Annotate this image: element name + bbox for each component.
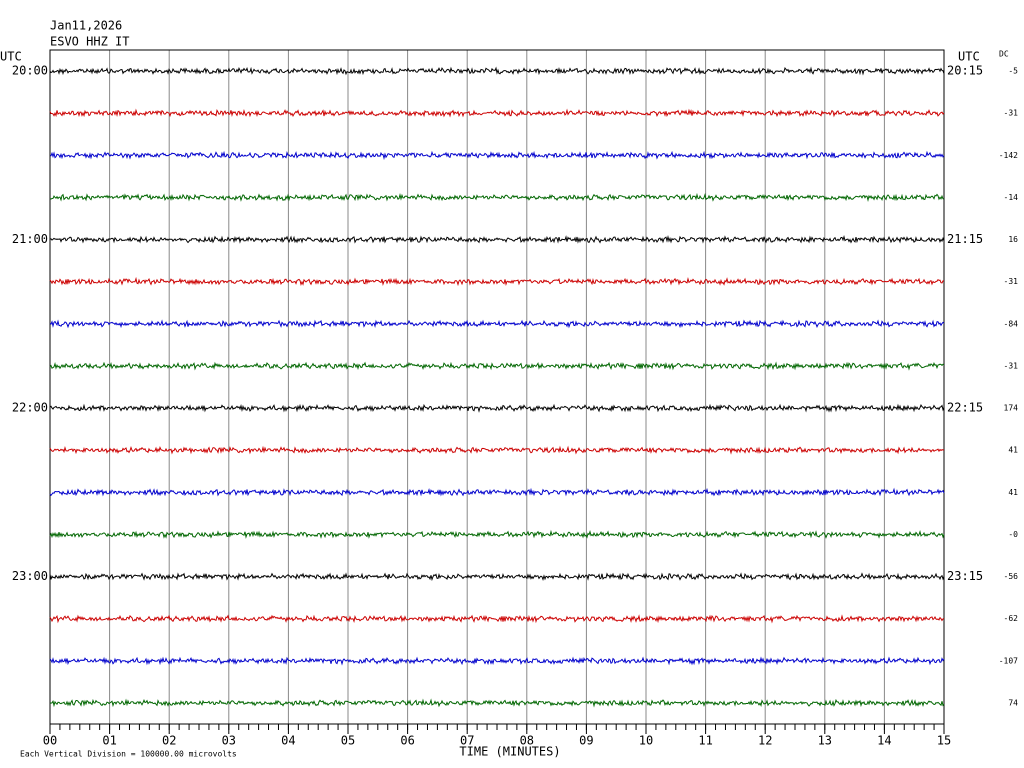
dc-offset: -107 [999, 656, 1018, 665]
dc-offset: 174 [1004, 404, 1019, 413]
x-tick-label: 12 [758, 734, 772, 748]
x-tick-label: 07 [460, 734, 474, 748]
x-tick-label: 09 [579, 734, 593, 748]
right-utc-label: UTC [958, 50, 980, 64]
date: Jan11,2026 [50, 19, 122, 33]
trace [49, 403, 945, 413]
dc-offset: -62 [1004, 614, 1019, 623]
x-tick-label: 04 [281, 734, 295, 748]
right-time-label: 20:15 [947, 64, 983, 78]
x-tick-label: 01 [102, 734, 116, 748]
plot-frame [49, 49, 945, 725]
dc-offset: -31 [1004, 277, 1019, 286]
dc-offset: -0 [1008, 530, 1018, 539]
x-tick-label: 13 [818, 734, 832, 748]
x-tick-label: 08 [520, 734, 534, 748]
left-time-label: 23:00 [12, 569, 48, 583]
x-tick-label: 10 [639, 734, 653, 748]
dc-offset: -31 [1004, 109, 1019, 118]
x-tick-label: 06 [400, 734, 414, 748]
dc-offset: 41 [1008, 446, 1018, 455]
x-tick-label: 00 [43, 734, 57, 748]
trace [49, 445, 945, 455]
left-utc-label: UTC [0, 50, 22, 64]
x-tick-label: 11 [698, 734, 712, 748]
dc-offset: 41 [1008, 488, 1018, 497]
right-time-label: 21:15 [947, 232, 983, 246]
trace [49, 698, 945, 708]
dc-offset: -84 [1004, 319, 1019, 328]
footnote: Each Vertical Division = 100000.00 micro… [20, 750, 237, 759]
dc-offset: 16 [1008, 235, 1018, 244]
left-time-label: 22:00 [12, 401, 48, 415]
trace [49, 108, 945, 118]
trace [49, 276, 945, 287]
trace [49, 361, 945, 371]
trace [49, 614, 945, 624]
left-time-label: 21:00 [12, 232, 48, 246]
dc-offset: -31 [1004, 361, 1019, 370]
dc-offset: -14 [1004, 193, 1019, 202]
right-time-label: 22:15 [947, 401, 983, 415]
x-tick-label: 15 [937, 734, 951, 748]
left-time-label: 20:00 [12, 64, 48, 78]
trace [49, 66, 945, 76]
x-tick-label: 05 [341, 734, 355, 748]
dc-label: DC [999, 50, 1009, 59]
x-tick-label: 14 [877, 734, 891, 748]
dc-offset: -5 [1008, 67, 1018, 76]
trace [49, 656, 945, 666]
dc-offset: -142 [999, 151, 1018, 160]
trace [49, 487, 945, 497]
trace [49, 319, 945, 329]
right-time-label: 23:15 [947, 569, 983, 583]
x-tick-label: 02 [162, 734, 176, 748]
dc-offset: 74 [1008, 699, 1018, 708]
trace [49, 572, 945, 582]
trace [49, 235, 945, 244]
trace [49, 192, 945, 202]
trace [50, 150, 945, 161]
x-tick-label: 03 [222, 734, 236, 748]
station: ESVO HHZ IT [50, 35, 129, 49]
trace [49, 529, 945, 539]
x-axis-title: TIME (MINUTES) [459, 745, 560, 759]
dc-offset: -56 [1004, 572, 1019, 581]
